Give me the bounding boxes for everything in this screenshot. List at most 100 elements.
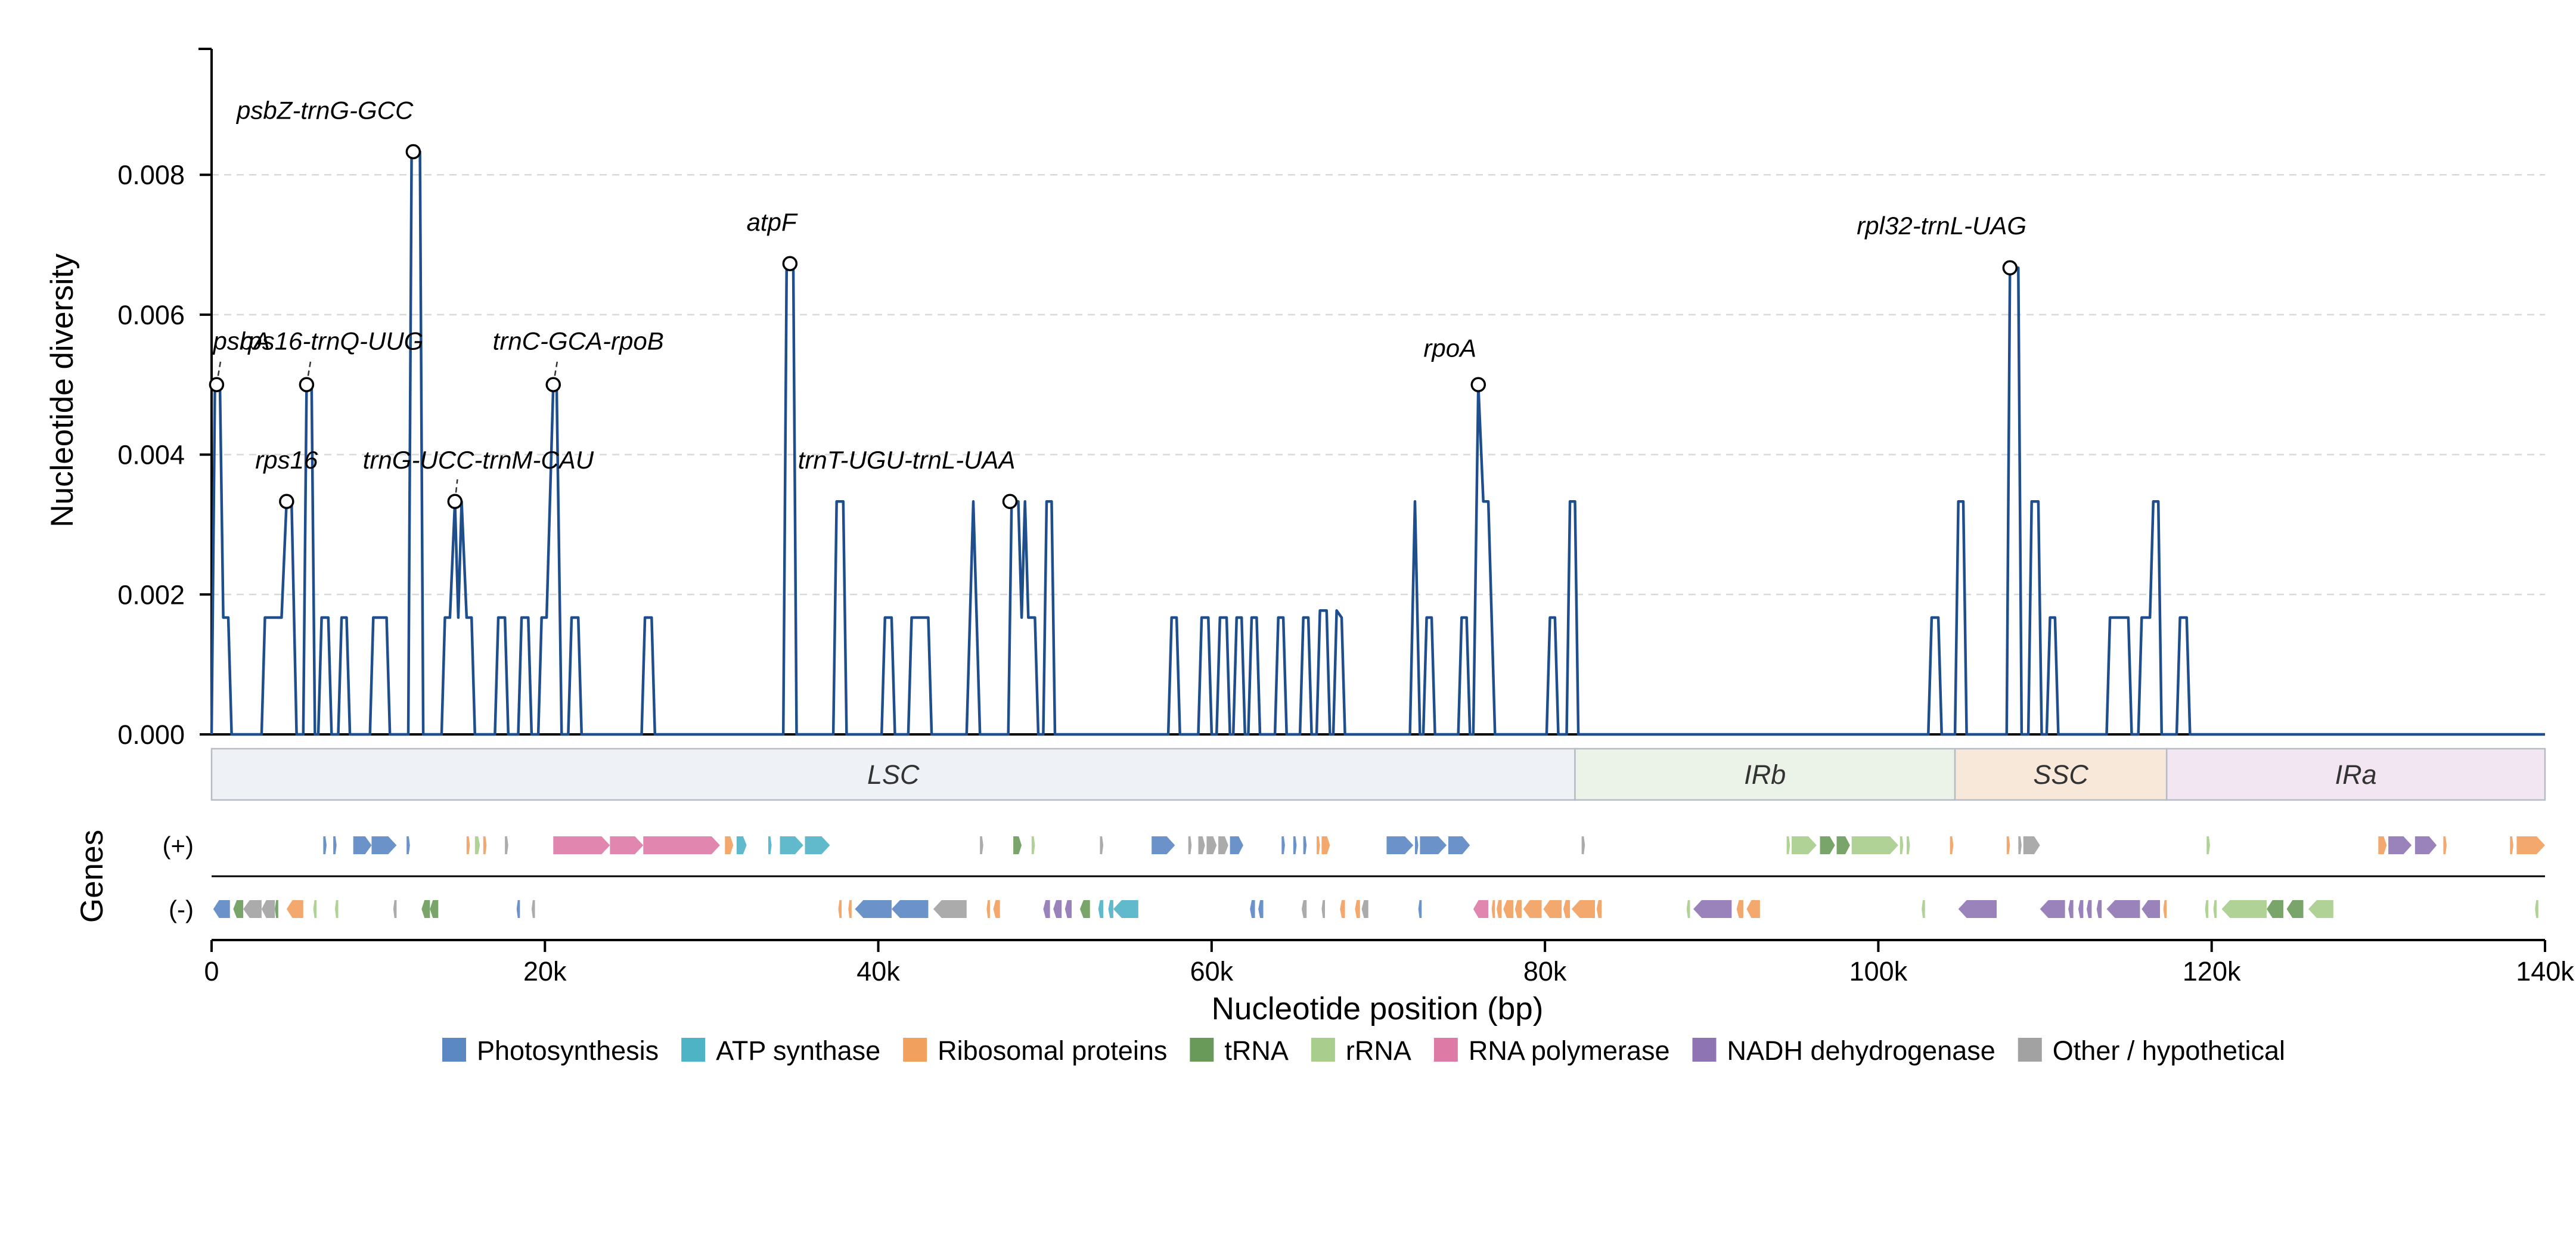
gene-feature-photo [371,836,397,854]
annotation-label: rps16-trnQ-UUG [240,327,423,355]
gene-feature-photo [891,900,929,918]
gene-feature-photo [1386,836,1414,854]
legend-swatch-photo [442,1038,466,1062]
gene-feature-ribo [1736,900,1743,918]
gene-feature-other [1321,900,1326,918]
annotation-label: trnG-UCC-trnM-CAU [363,446,594,474]
x-axis: 0 20k 40k 60k 80k 100k 120k 140k [204,939,2574,987]
diversity-line-series [210,150,2545,736]
gene-feature-atp [780,836,803,854]
gene-feature-atp [1098,900,1104,918]
gene-feature-ribo [1543,900,1562,918]
gene-feature-photo [1448,836,1470,854]
gene-feature-photo [213,900,230,918]
annotation-peak-marker [1002,494,1018,509]
x-tick-label: 100k [1849,956,1908,987]
legend-entry-other: Other / hypothetical [2053,1035,2285,1066]
gene-feature-photo [1258,900,1264,918]
gene-feature-other [243,900,262,918]
gene-feature-other [1206,836,1217,854]
gene-feature-rrna [2206,836,2210,854]
strand-label-minus: (-) [169,895,194,923]
gene-feature-rrna [1900,836,1904,854]
gene-feature-ndh [2142,900,2161,918]
gene-feature-ribo [838,900,842,918]
gene-feature-photo [333,836,337,854]
y-tick-label: 0.008 [117,160,185,190]
region-label: IRa [2335,759,2377,790]
gene-feature-other [1581,836,1585,854]
gene-feature-photo [1415,836,1419,854]
gene-feature-ribo [466,836,470,854]
region-ira-block [2165,748,2546,801]
gene-feature-rnap [1473,900,1489,918]
gene-feature-rrna [313,900,317,918]
peak-annotations: psbA rps16 rps16-trnQ-UUG psbZ-trnG-GCC trnG… [209,96,2026,509]
gene-feature-photo [1303,836,1307,854]
gene-feature-ndh [2096,900,2102,918]
region-label: LSC [867,759,920,790]
gene-feature-rrna [1686,900,1690,918]
legend-swatch-trna [1190,1038,1214,1062]
gene-feature-ribo [1746,900,1760,918]
y-axis: 0.000 0.002 0.004 0.006 0.008 [117,48,2545,750]
annotation-label: rpoA [1423,334,1476,362]
annotation-label: rps16 [255,446,318,474]
gene-feature-trna [233,900,244,918]
annotation-label: trnC-GCA-rpoB [493,327,664,355]
annotation-peak-marker [2002,260,2018,276]
legend-entry-rrna: rRNA [1346,1035,1411,1066]
gene-feature-ribo [725,836,734,854]
gene-feature-photo [1418,900,1422,918]
gene-feature-trna [421,900,430,918]
gene-feature-ndh [1043,900,1050,918]
annotation-label: psbA [212,327,270,355]
y-axis-title: Nucleotide diversity [45,253,80,528]
legend-swatch-other [2018,1038,2042,1062]
gene-feature-ndh [2078,900,2084,918]
legend-swatch-rnap [1433,1038,1458,1062]
gene-feature-other [1361,900,1368,918]
x-tick-label: 60k [1190,956,1234,987]
y-tick-label: 0.004 [117,440,185,470]
legend-entry-ribo: Ribosomal proteins [938,1035,1167,1066]
gene-feature-other [933,900,967,918]
gene-feature-other [531,900,535,918]
gene-feature-rrna [1851,836,1898,854]
gene-feature-photo [323,836,327,854]
region-label: IRb [1744,759,1786,790]
legend: Photosynthesis ATP synthase Ribosomal prot… [442,1035,2285,1066]
gene-feature-other [505,836,508,854]
gene-feature-ribo [2516,836,2545,854]
gene-feature-ndh [2106,900,2140,918]
gene-feature-ribo [1321,836,1330,854]
gene-feature-ribo [1563,900,1571,918]
region-ssc-block [1954,748,2168,801]
gene-feature-trna [2286,900,2304,918]
gene-feature-ribo [986,900,990,918]
gene-tracks: (+) (-) [163,832,2545,923]
gene-feature-rnap [553,836,610,854]
legend-entry-photo: Photosynthesis [477,1035,659,1066]
gene-feature-ndh [2040,900,2065,918]
legend-swatch-atp [681,1038,706,1062]
gene-feature-rnap [610,836,644,854]
legend-entry-ndh: NADH dehydrogenase [1727,1035,1995,1066]
gene-feature-other [1301,900,1307,918]
legend-swatch-ribo [903,1038,927,1062]
gene-feature-trna [1836,836,1850,854]
gene-feature-rrna [1906,836,1910,854]
gene-feature-other [261,900,275,918]
legend-entry-trna: tRNA [1224,1035,1289,1066]
gene-feature-ribo [1523,900,1542,918]
gene-feature-ndh [1053,900,1062,918]
gene-feature-trna [1079,900,1090,918]
gene-feature-trna [1013,836,1022,854]
gene-feature-ribo [1317,836,1320,854]
annotation-peak-marker [447,494,463,509]
x-tick-label: 140k [2516,956,2574,987]
gene-feature-ribo [1503,900,1514,918]
gene-feature-other [1100,836,1104,854]
x-tick-label: 120k [2183,956,2241,987]
